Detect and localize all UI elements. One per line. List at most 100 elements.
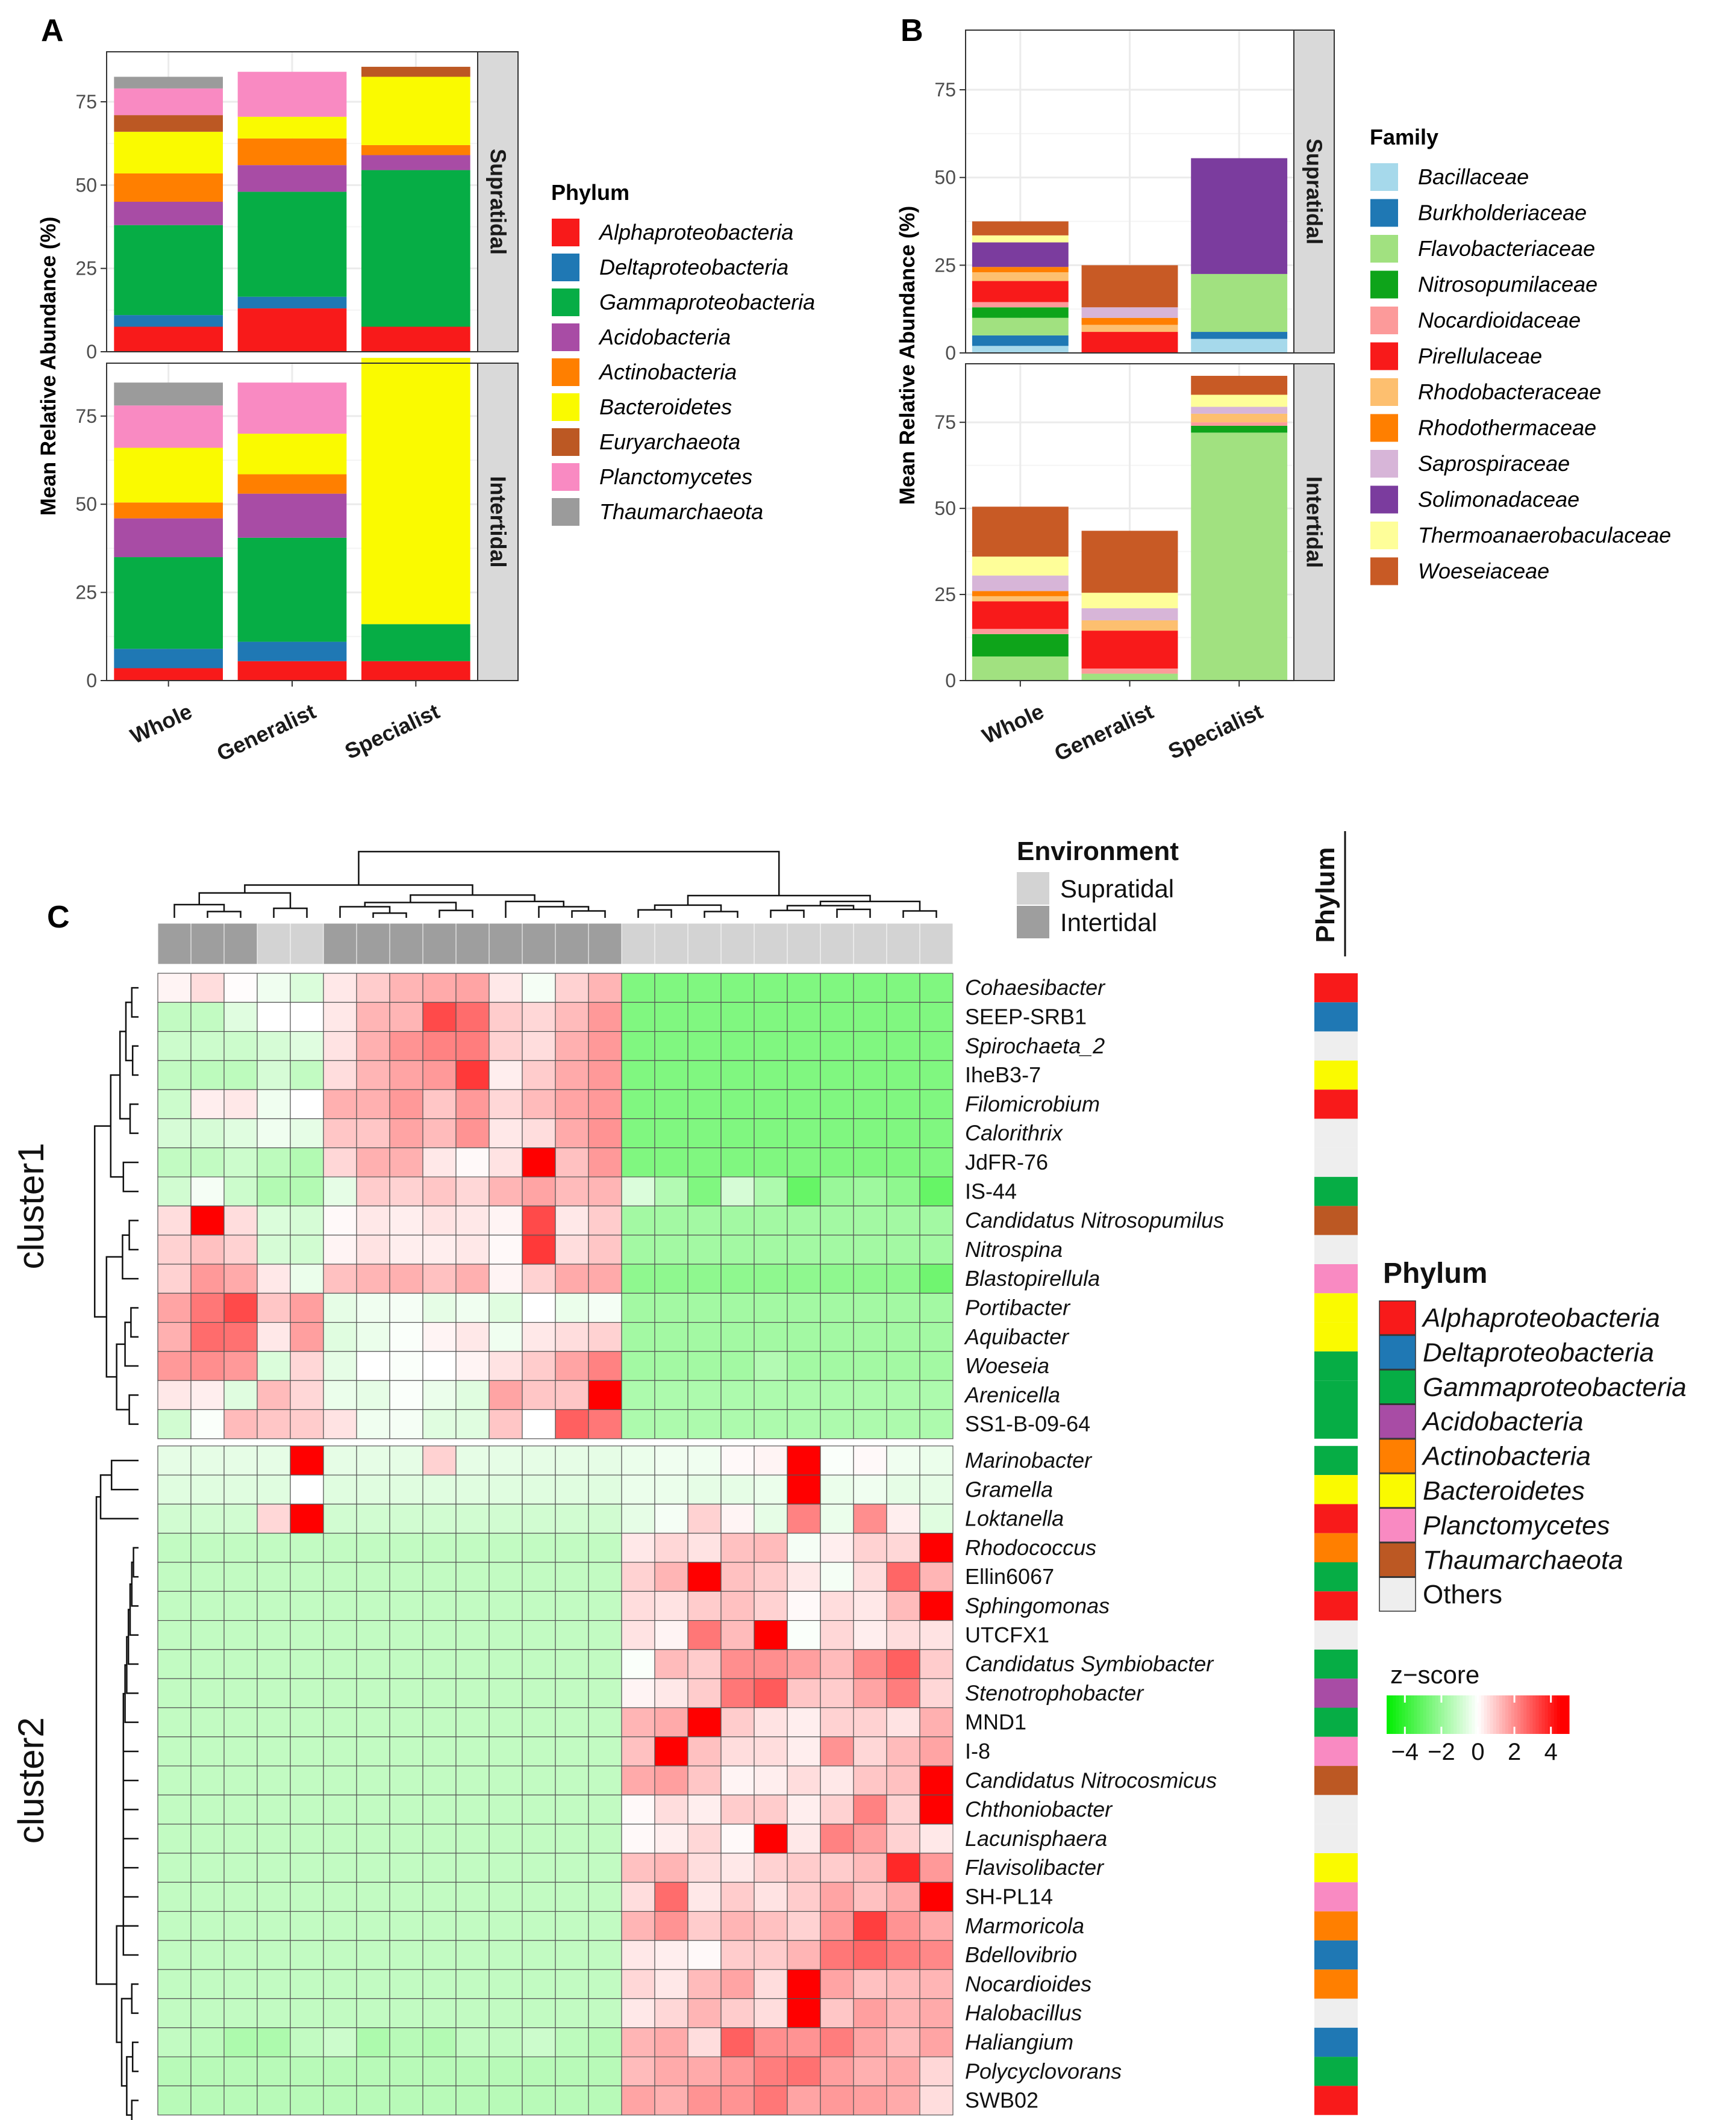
- heatmap-cell-lacunisphaera: [588, 1824, 622, 1854]
- heatmap-cell-blastopirellula: [489, 1264, 523, 1294]
- heatmap-cell-sh-pl14: [157, 1882, 192, 1912]
- heatmap-cell-is-44: [223, 1176, 258, 1206]
- heatmap-cell-aquibacter: [555, 1322, 589, 1352]
- heatmap-cell-jdfr-76: [455, 1147, 490, 1177]
- heatmap-cell-candidatus-symbiobacter: [886, 1649, 920, 1679]
- legend-swatch-actinobacteria: [551, 357, 581, 387]
- bar-segment-supratidal-generalist-acidobacteria: [237, 165, 347, 192]
- heatmap-cell-nitrospina: [422, 1235, 457, 1265]
- row-dendrogram-branch: [116, 1343, 130, 1411]
- heatmap-cell-flavisolibacter: [356, 1853, 390, 1883]
- heatmap-cell-swb02: [455, 2085, 490, 2116]
- heatmap-cell-iheb3-7: [588, 1060, 622, 1090]
- phylum-annotation-filomicrobium: [1314, 1090, 1358, 1119]
- heatmap-cell-swb02: [820, 2085, 854, 2116]
- row-dendrogram-branch: [110, 1074, 123, 1178]
- bar-segment-intertidal-specialist-bacteroidetes: [361, 358, 470, 625]
- heatmap-cell-cohaesibacter: [522, 973, 556, 1003]
- heatmap-cell-ss1-b-09-64: [522, 1409, 556, 1439]
- heatmap-cell-portibacter: [787, 1292, 821, 1323]
- row-label-haliangium: Haliangium: [965, 2030, 1073, 2054]
- heatmap-cell-filomicrobium: [489, 1089, 523, 1120]
- heatmap-cell-rhodococcus: [853, 1533, 887, 1563]
- heatmap-cell-lacunisphaera: [820, 1824, 854, 1854]
- y-axis-label: Mean Relative Abundance (%): [37, 217, 60, 516]
- heatmap-cell-marmoricola: [919, 1911, 954, 1941]
- heatmap-cell-rhodococcus: [389, 1533, 423, 1563]
- phylum-annotation-title: Phylum: [1311, 847, 1340, 943]
- heatmap-cell-stenotrophobacter: [787, 1678, 821, 1709]
- environment-annotation-cell: [422, 923, 457, 965]
- legend-swatch-rhodothermaceae: [1369, 413, 1399, 443]
- heatmap-cell-rhodococcus: [223, 1533, 258, 1563]
- heatmap-cell-haliangium: [157, 2027, 192, 2057]
- heatmap-cell-polycyclovorans: [919, 2056, 954, 2087]
- heatmap-cell-arenicella: [157, 1380, 192, 1411]
- heatmap-cell-portibacter: [654, 1292, 688, 1323]
- heatmap-cell-calorithrix: [820, 1118, 854, 1149]
- heatmap-cell-swb02: [687, 2085, 722, 2116]
- heatmap-cell-swb02: [290, 2085, 324, 2116]
- heatmap-cell-candidatus-nitrosopumilus: [886, 1205, 920, 1236]
- heatmap-cell-spirochaeta-2: [356, 1030, 390, 1061]
- heatmap-cell-seep-srb1: [886, 1002, 920, 1032]
- phylum-legend-swatch-actinobacteria: [1379, 1438, 1416, 1474]
- heatmap-cell-polycyclovorans: [190, 2056, 225, 2087]
- legend-label-solimonadaceae: Solimonadaceae: [1418, 487, 1579, 512]
- bar-segment-supratidal-specialist-alphaproteobacteria: [361, 326, 470, 352]
- heatmap-cell-polycyclovorans: [687, 2056, 722, 2087]
- bar-segment-intertidal-whole-pirellulaceae: [972, 601, 1069, 629]
- y-tick-label: 75: [934, 79, 956, 101]
- heatmap-cell-candidatus-symbiobacter: [853, 1649, 887, 1679]
- heatmap-cell-sphingomonas: [389, 1591, 423, 1621]
- heatmap-cell-cohaesibacter: [190, 973, 225, 1003]
- environment-annotation-cell: [720, 923, 755, 965]
- heatmap-cell-marinobacter: [223, 1445, 258, 1476]
- heatmap-cell-nitrospina: [621, 1235, 655, 1265]
- heatmap-cell-gramella: [489, 1474, 523, 1505]
- panel-a: A 0 25 50 75 Supratidal 0 25 50 75 Intertidal Whol…: [37, 13, 815, 766]
- heatmap-cell-rhodococcus: [787, 1533, 821, 1563]
- heatmap-cell-is-44: [654, 1176, 688, 1206]
- heatmap-cell-loktanella: [257, 1503, 291, 1534]
- heatmap-cell-blastopirellula: [720, 1264, 755, 1294]
- row-label-is-44: IS-44: [965, 1179, 1017, 1203]
- heatmap-cell-seep-srb1: [654, 1002, 688, 1032]
- heatmap-cell-utcfx1: [223, 1620, 258, 1650]
- heatmap-cell-haliangium: [754, 2027, 788, 2057]
- legend-label-actinobacteria: Actinobacteria: [598, 360, 737, 384]
- heatmap-cell-haliangium: [323, 2027, 357, 2057]
- column-dendrogram-branch: [704, 911, 738, 918]
- bar-segment-intertidal-generalist-actinobacteria: [237, 474, 347, 494]
- zscore-colorbar-segment: [1447, 1695, 1451, 1734]
- heatmap-cell-chthoniobacter: [919, 1794, 954, 1825]
- heatmap-cell-cohaesibacter: [820, 973, 854, 1003]
- zscore-colorbar-segment: [1457, 1695, 1460, 1734]
- heatmap-cell-sphingomonas: [754, 1591, 788, 1621]
- bar-segment-supratidal-whole-nocardioidaceae: [972, 302, 1069, 308]
- heatmap-cell-woeseia: [157, 1351, 192, 1381]
- heatmap-cell-halobacillus: [687, 1998, 722, 2028]
- heatmap-cell-chthoniobacter: [886, 1794, 920, 1825]
- phylum-legend-label-acidobacteria: Acidobacteria: [1421, 1407, 1584, 1436]
- heatmap-cell-iheb3-7: [422, 1060, 457, 1090]
- zscore-colorbar-segment: [1556, 1695, 1561, 1734]
- heatmap-cell-ellin6067: [886, 1562, 920, 1592]
- heatmap-cell-filomicrobium: [754, 1089, 788, 1120]
- heatmap-cell-halobacillus: [356, 1998, 390, 2028]
- heatmap-cell-bdellovibrio: [422, 1940, 457, 1970]
- heatmap-cell-bdellovibrio: [190, 1940, 225, 1970]
- heatmap-cell-sh-pl14: [257, 1882, 291, 1912]
- heatmap-cell-candidatus-nitrosopumilus: [654, 1205, 688, 1236]
- bar-segment-supratidal-whole-euryarchaeota: [114, 115, 223, 132]
- heatmap-cell-marinobacter: [389, 1445, 423, 1476]
- heatmap-cell-is-44: [754, 1176, 788, 1206]
- heatmap-cell-candidatus-nitrocosmicus: [654, 1765, 688, 1796]
- heatmap-cell-arenicella: [455, 1380, 490, 1411]
- environment-annotation-cell: [654, 923, 688, 965]
- row-label-filomicrobium: Filomicrobium: [965, 1091, 1100, 1116]
- heatmap-cell-spirochaeta-2: [621, 1030, 655, 1061]
- zscore-colorbar-segment: [1502, 1695, 1506, 1734]
- heatmap-cell-ellin6067: [190, 1562, 225, 1592]
- heatmap-cell-jdfr-76: [489, 1147, 523, 1177]
